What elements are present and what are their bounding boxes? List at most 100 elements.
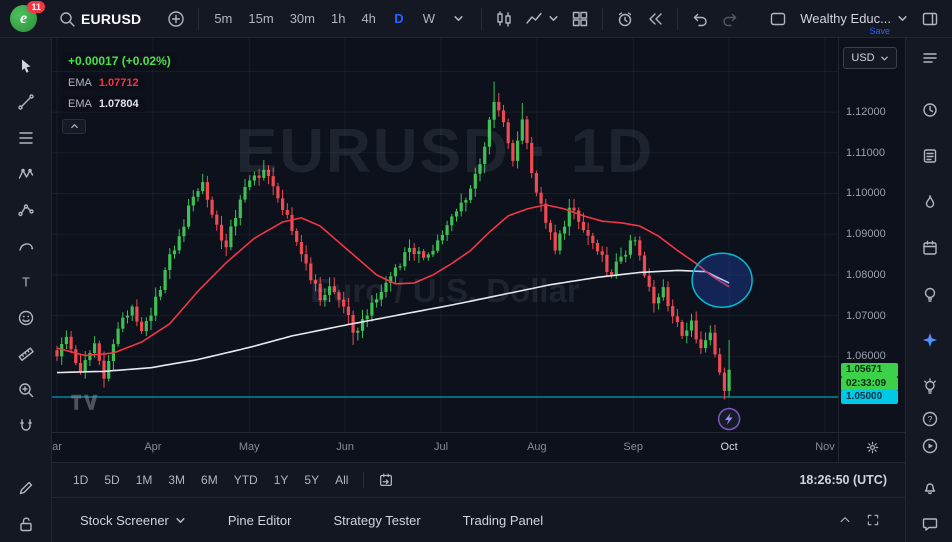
- timeframe-1h[interactable]: 1h: [330, 11, 346, 26]
- candle-style-button[interactable]: [490, 5, 518, 33]
- range-5d[interactable]: 5D: [104, 473, 120, 487]
- sidebar-videos-button[interactable]: [915, 433, 944, 459]
- play-circle-icon: [922, 438, 937, 454]
- user-menu[interactable]: Wealthy Educ... Save: [794, 4, 914, 36]
- range-5y[interactable]: 5Y: [304, 473, 320, 487]
- sidebar-hotlists-button[interactable]: [915, 189, 944, 215]
- search-icon: [60, 11, 75, 27]
- range-all[interactable]: All: [335, 473, 349, 487]
- chevron-down-icon: [549, 16, 558, 21]
- price-axis-label: 1.12000: [846, 106, 886, 119]
- edit-tool-button[interactable]: [13, 475, 39, 501]
- maximize-panel-button[interactable]: [859, 506, 887, 534]
- divider: [676, 7, 678, 30]
- panel-toggle-button[interactable]: [916, 5, 944, 33]
- tab-strategy-tester[interactable]: Strategy Tester: [323, 507, 430, 534]
- sidebar-chat-button[interactable]: [915, 511, 944, 537]
- candles-icon: [497, 10, 511, 27]
- time-axis[interactable]: ar Apr May Jun Jul Aug Sep Oct Nov: [52, 432, 905, 462]
- timeframe-1w[interactable]: W: [422, 11, 436, 26]
- save-status[interactable]: Save: [869, 25, 890, 36]
- range-1y[interactable]: 1Y: [273, 473, 289, 487]
- timeframe-5m[interactable]: 5m: [214, 11, 233, 26]
- range-6m[interactable]: 6M: [201, 473, 218, 487]
- brush-tool-button[interactable]: [13, 233, 39, 259]
- sidebar-alerts-button[interactable]: [915, 97, 944, 123]
- sidebar-inspiration-button[interactable]: [915, 373, 944, 399]
- multichart-layout-button[interactable]: [566, 5, 594, 33]
- zoom-tool-button[interactable]: [13, 377, 39, 403]
- indicator-ema-fast[interactable]: EMA 1.07712: [62, 75, 145, 91]
- price-chart[interactable]: [52, 38, 838, 432]
- range-3m[interactable]: 3M: [168, 473, 186, 487]
- indicator-ema-slow[interactable]: EMA 1.07804: [62, 96, 145, 112]
- undo-button[interactable]: [686, 5, 714, 33]
- sidebar-notifications-button[interactable]: [915, 474, 944, 500]
- tab-pine-editor[interactable]: Pine Editor: [218, 507, 302, 534]
- tab-label: Stock Screener: [80, 512, 169, 528]
- goto-date-button[interactable]: [372, 466, 400, 494]
- timeframe-30m[interactable]: 30m: [289, 11, 315, 26]
- alarm-clock-icon: [922, 103, 937, 117]
- date-range-bar: 1D 5D 1M 3M 6M YTD 1Y 5Y All 18:26:50 (U…: [52, 462, 905, 497]
- chart-pane[interactable]: EURUSD · 1D Euro / U.S. Dollar +0.00017 …: [52, 38, 838, 432]
- indicator-value: 1.07804: [98, 98, 139, 110]
- measure-tool-button[interactable]: [13, 341, 39, 367]
- save-layout-button[interactable]: [764, 5, 792, 33]
- magnet-icon: [20, 419, 32, 431]
- topbar: e 11 EURUSD 5m 15m 30m 1h 4h D W: [0, 0, 952, 38]
- replay-rewind-icon: [649, 12, 662, 25]
- price-axis[interactable]: USD 1.12000 1.11000 1.10000 1.09000 1.08000 1…: [838, 38, 905, 432]
- redo-button[interactable]: [716, 5, 744, 33]
- pattern-tool-button[interactable]: [13, 161, 39, 187]
- compare-add-button[interactable]: [162, 5, 190, 33]
- sidebar-calendar-button[interactable]: [915, 235, 944, 261]
- sidebar-ideas-button[interactable]: [915, 281, 944, 307]
- tradingview-logo[interactable]: [68, 391, 102, 416]
- sidebar-news-button[interactable]: [915, 143, 944, 169]
- time-axis-labels[interactable]: ar Apr May Jun Jul Aug Sep Oct Nov: [52, 433, 838, 462]
- indicator-label: EMA: [68, 77, 92, 89]
- range-1d[interactable]: 1D: [73, 473, 89, 487]
- range-ytd[interactable]: YTD: [233, 473, 258, 487]
- alert-button[interactable]: [611, 5, 639, 33]
- symbol-search-button[interactable]: EURUSD: [53, 5, 146, 33]
- symbol-name: EURUSD: [81, 10, 142, 27]
- magnet-tool-button[interactable]: [13, 413, 39, 439]
- timeframe-4h[interactable]: 4h: [361, 11, 376, 26]
- trend-line-icon: [18, 94, 34, 110]
- sidebar-ai-button[interactable]: [915, 327, 944, 353]
- open-panel-button[interactable]: [831, 506, 859, 534]
- range-1m[interactable]: 1M: [135, 473, 153, 487]
- timeframe-1d[interactable]: D: [394, 11, 404, 26]
- sidebar-help-button[interactable]: ?: [915, 406, 944, 432]
- timeframe-15m[interactable]: 15m: [248, 11, 274, 26]
- tab-trading-panel[interactable]: Trading Panel: [453, 507, 553, 534]
- currency-unit: USD: [851, 52, 875, 64]
- cursor-tool-button[interactable]: [13, 53, 39, 79]
- tab-stock-screener[interactable]: Stock Screener: [70, 507, 196, 534]
- chart-style-menu-button[interactable]: [520, 5, 564, 33]
- svg-text:?: ?: [927, 414, 932, 424]
- brand-logo-glyph: e: [19, 9, 28, 27]
- timeframe-menu-button[interactable]: [445, 5, 473, 33]
- legend-collapse-button[interactable]: [62, 119, 86, 134]
- currency-toggle[interactable]: USD: [843, 47, 897, 69]
- price-axis-label: 1.09000: [846, 228, 886, 241]
- sidebar-watchlist-button[interactable]: [915, 45, 944, 71]
- chevron-down-icon: [454, 16, 463, 21]
- text-tool-button[interactable]: T: [13, 269, 39, 295]
- bar-replay-button[interactable]: [641, 5, 669, 33]
- emoji-tool-button[interactable]: [13, 305, 39, 331]
- prediction-tool-button[interactable]: [13, 197, 39, 223]
- lock-tool-button[interactable]: [13, 511, 39, 537]
- brand-logo[interactable]: e 11: [10, 1, 45, 32]
- time-axis-label: Aug: [527, 441, 547, 453]
- fib-tool-button[interactable]: [13, 125, 39, 151]
- notification-badge: 11: [27, 1, 45, 13]
- axis-settings[interactable]: [838, 433, 905, 462]
- time-axis-label: May: [238, 441, 260, 453]
- utc-clock[interactable]: 18:26:50 (UTC): [799, 473, 887, 487]
- trend-line-tool-button[interactable]: [13, 89, 39, 115]
